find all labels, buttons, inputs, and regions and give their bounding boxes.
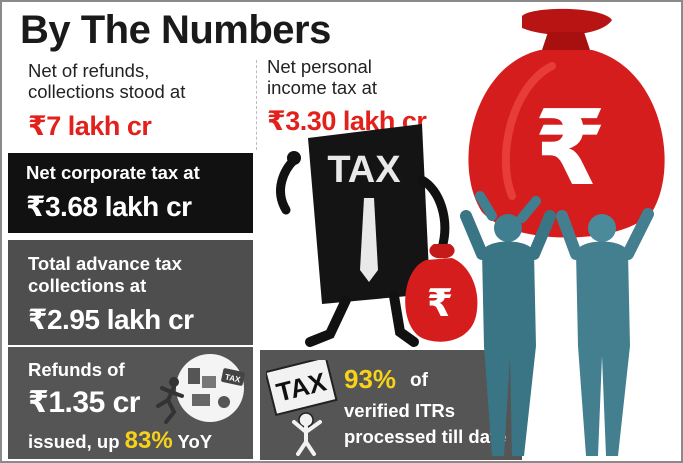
refunds-footnote: issued, up 83% YoY	[28, 427, 212, 455]
advance-tax-label-1: Total advance tax	[28, 253, 182, 274]
big-bag-rupee: ₹	[534, 87, 606, 209]
laptop-icon	[192, 394, 210, 406]
refunds-foot-pct: 83%	[124, 427, 173, 454]
net-collections-amount: ₹7 lakh cr	[28, 111, 152, 141]
divider	[256, 60, 257, 150]
tax-tag-icon	[221, 368, 245, 386]
tax-box-person-icon: TAX	[266, 360, 338, 456]
corporate-tax-amount: ₹3.68 lakh cr	[26, 191, 192, 222]
refunds-foot-prefix: issued, up	[28, 431, 120, 452]
net-collections-label-2: collections stood at	[28, 81, 186, 102]
running-man-icon	[156, 377, 184, 424]
advance-tax-label-2: collections at	[28, 275, 147, 296]
phone-icon	[202, 376, 216, 388]
refund-illustration: TAX	[156, 354, 245, 424]
personal-tax-label-1: Net personal	[267, 56, 372, 77]
coin-icon	[218, 396, 230, 408]
advance-tax-panel: Total advance tax collections at ₹2.95 l…	[8, 240, 253, 345]
corporate-tax-panel: Net corporate tax at ₹3.68 lakh cr	[8, 153, 253, 233]
refunds-foot-suffix: YoY	[177, 431, 213, 452]
taxman-illustration: TAX ₹	[276, 124, 478, 347]
businessman-left-icon	[460, 191, 556, 456]
taxman-label: TAX	[327, 149, 401, 191]
document-icon	[188, 368, 200, 384]
net-collections-label-1: Net of refunds,	[28, 60, 150, 81]
itr-panel: TAX 93% of verified ITRs processed till …	[260, 350, 522, 460]
businessman-right-icon	[556, 208, 654, 456]
taxman-right-arm	[417, 175, 450, 253]
itr-of: of	[410, 370, 428, 391]
taxman-right-leg	[389, 291, 419, 347]
itr-percent: 93%	[344, 364, 397, 394]
tax-tag-text: TAX	[224, 372, 242, 384]
small-bag-rupee: ₹	[427, 281, 453, 325]
itr-line-3: processed till date	[344, 426, 507, 447]
money-bag-illustration: ₹	[460, 8, 665, 456]
small-money-bag-icon: ₹	[405, 244, 478, 342]
taxman-left-leg	[305, 295, 351, 347]
personal-tax-label-2: income tax at	[267, 77, 378, 98]
net-collections-block: Net of refunds, collections stood at ₹7 …	[28, 60, 253, 142]
big-money-bag-icon: ₹	[468, 8, 665, 238]
taxman-left-arm	[276, 155, 299, 215]
page-title: By The Numbers	[20, 8, 331, 52]
corporate-tax-label: Net corporate tax at	[26, 162, 200, 183]
refunds-amount: ₹1.35 cr	[28, 386, 140, 419]
advance-tax-amount: ₹2.95 lakh cr	[28, 304, 194, 335]
itr-line-2: verified ITRs	[344, 400, 456, 421]
tie-icon	[360, 198, 378, 282]
refunds-label: Refunds of	[28, 359, 125, 380]
